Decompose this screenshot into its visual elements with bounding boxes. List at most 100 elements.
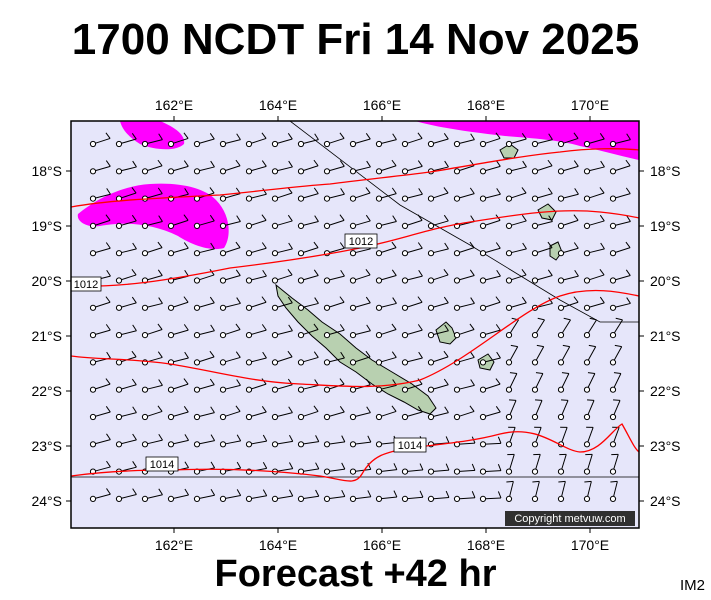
wind-barb — [557, 188, 579, 202]
wind-barb — [427, 324, 449, 339]
wind-barb — [453, 187, 475, 202]
wind-barb — [297, 297, 319, 311]
wind-barb — [141, 215, 163, 229]
wind-barb — [531, 344, 545, 366]
wind-barb — [609, 317, 623, 339]
wind-barb — [297, 187, 319, 202]
wind-barb — [349, 350, 371, 366]
lon-label: 166°E — [363, 537, 401, 553]
wind-barb — [323, 351, 345, 366]
wind-barb — [271, 214, 293, 229]
wind-barb — [271, 324, 293, 339]
wind-barb — [297, 435, 320, 448]
wind-barb — [115, 269, 137, 284]
wind-barb — [531, 399, 543, 421]
wind-barb — [323, 160, 345, 175]
wind-barb — [115, 296, 137, 311]
wind-barb — [167, 378, 189, 393]
wind-barb — [609, 159, 631, 175]
wind-barb — [167, 434, 189, 448]
wind-barb — [141, 488, 163, 502]
wind-barb — [453, 491, 476, 502]
lon-label: 164°E — [259, 97, 297, 113]
wind-barb — [505, 344, 519, 366]
wind-barb — [505, 296, 527, 311]
wind-barb — [141, 159, 163, 175]
wind-barb — [219, 187, 241, 202]
wind-barb — [609, 133, 631, 148]
wind-barb — [401, 269, 423, 284]
map-title: 1700 NCDT Fri 14 Nov 2025 — [71, 15, 640, 64]
wind-barb — [89, 160, 111, 175]
wind-barb — [245, 489, 268, 502]
wind-barb — [505, 187, 527, 202]
wind-barb — [505, 480, 514, 502]
wind-barb — [115, 324, 137, 339]
wind-barb — [427, 242, 449, 257]
wind-barb — [193, 324, 215, 339]
wind-barb — [401, 351, 423, 366]
wind-barb — [427, 187, 449, 202]
wind-barb — [531, 480, 540, 502]
wind-barb — [609, 372, 622, 393]
wind-barbs — [89, 132, 631, 502]
boundary-line-diagonal — [289, 121, 639, 323]
wind-barb — [401, 406, 423, 421]
wind-barb — [245, 242, 267, 257]
wind-barb — [245, 434, 268, 448]
wind-barb — [323, 188, 345, 202]
wind-barb — [167, 406, 189, 421]
wind-barb — [323, 132, 345, 148]
wind-barb — [427, 350, 449, 366]
wind-barb — [531, 269, 553, 284]
wind-barb — [89, 433, 111, 448]
wind-barb — [479, 296, 501, 311]
wind-barb — [557, 480, 566, 502]
wind-barb — [115, 160, 137, 175]
wind-barb — [479, 436, 502, 448]
isobar-line — [71, 289, 639, 388]
wind-barb — [349, 490, 372, 502]
landmasses — [275, 143, 563, 415]
wind-barb — [479, 351, 501, 366]
wind-barb — [89, 188, 111, 202]
lat-label: 19°S — [31, 218, 62, 234]
wind-barb — [557, 296, 579, 311]
wind-barb — [583, 426, 594, 448]
wind-barb — [349, 214, 371, 229]
wind-barb — [297, 323, 319, 339]
wind-barb — [505, 214, 527, 229]
wind-barb — [349, 269, 371, 284]
wind-barb — [193, 214, 215, 229]
wind-barb — [349, 187, 371, 202]
wind-barb — [427, 133, 449, 148]
svg-text:1014: 1014 — [150, 459, 174, 471]
top-axis-labels: 162°E 164°E 166°E 168°E 170°E — [155, 97, 609, 113]
wind-barb — [401, 188, 423, 202]
lat-label: 19°S — [650, 218, 681, 234]
wind-barb — [583, 269, 605, 284]
isobar-label: 1012 — [344, 233, 378, 249]
wind-barb — [583, 399, 595, 421]
wind-barb — [375, 297, 397, 311]
wind-barb — [505, 269, 527, 284]
wind-barb — [583, 372, 596, 393]
wind-barb — [505, 372, 518, 393]
wind-barb — [245, 406, 267, 421]
wind-barb — [297, 269, 319, 284]
lat-label: 21°S — [650, 328, 681, 344]
wind-barb — [271, 489, 294, 502]
wind-barb — [583, 160, 605, 175]
wind-barb — [375, 405, 397, 421]
wind-barb — [245, 160, 267, 175]
wind-barb — [115, 488, 137, 502]
wind-barb — [479, 214, 501, 229]
lat-label: 23°S — [31, 438, 62, 454]
wind-barb — [349, 296, 371, 311]
wind-barb — [193, 160, 215, 175]
wind-barb — [427, 490, 450, 502]
wind-barb — [375, 269, 397, 284]
wind-barb — [141, 269, 163, 284]
wind-barb — [115, 433, 137, 448]
wind-barb — [453, 379, 475, 393]
